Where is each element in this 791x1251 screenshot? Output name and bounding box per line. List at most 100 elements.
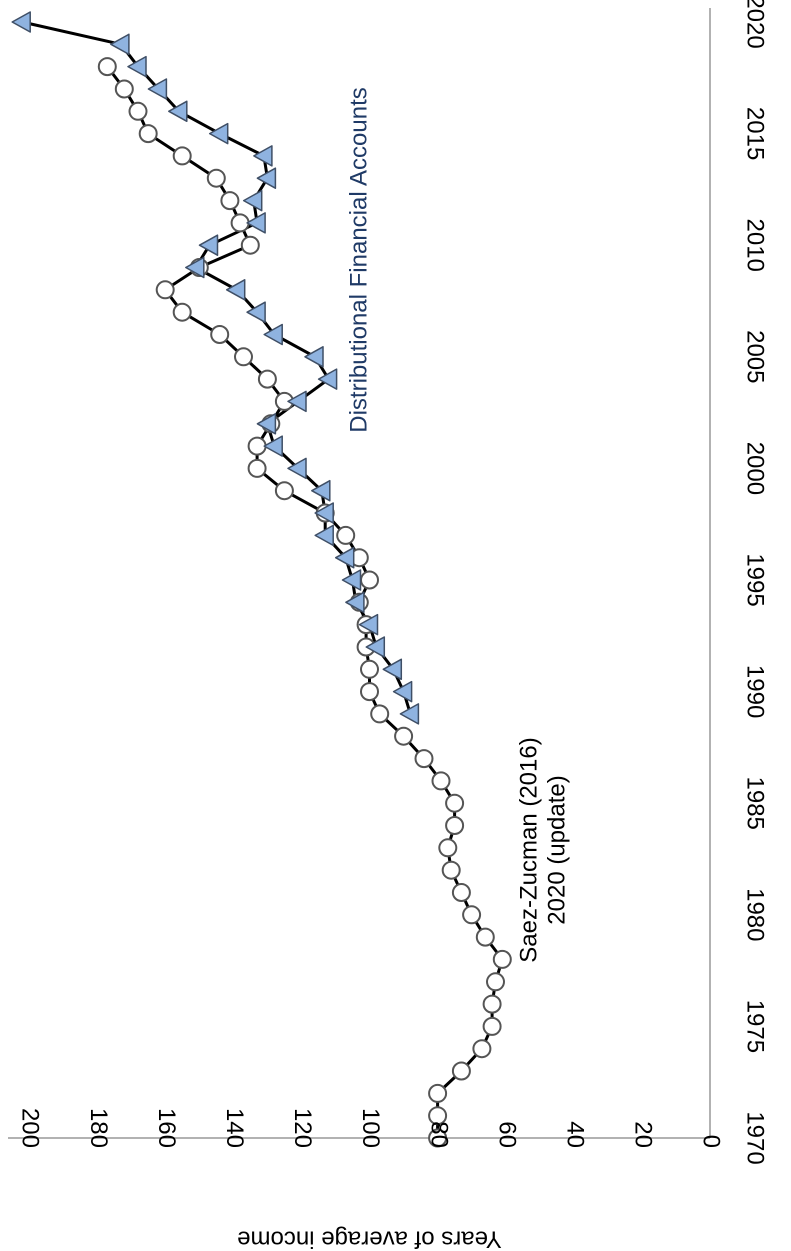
circle-point xyxy=(234,347,253,367)
circle-point xyxy=(445,793,465,813)
circle-point xyxy=(128,101,148,121)
value-tick-label: 20 xyxy=(630,1121,657,1148)
circle-point xyxy=(172,302,192,322)
circle-point xyxy=(97,57,117,77)
triangle-point xyxy=(382,658,403,681)
year-tick-label: 1975 xyxy=(742,1000,769,1053)
circle-point xyxy=(360,659,379,679)
circle-point xyxy=(172,146,192,166)
year-tick-label: 2015 xyxy=(742,107,769,160)
year-tick-label: 2000 xyxy=(742,442,769,495)
triangle-point xyxy=(358,613,379,636)
triangle-point xyxy=(392,680,413,703)
triangle-point xyxy=(253,145,273,167)
annotation-dfa: Distributional Financial Accounts xyxy=(345,87,372,433)
triangle-point xyxy=(185,256,205,279)
triangle-point xyxy=(127,55,147,78)
triangle-point xyxy=(263,435,283,457)
circle-point xyxy=(394,726,414,746)
year-tick-label: 1995 xyxy=(742,553,769,606)
circle-point xyxy=(414,749,434,769)
series-line-circle xyxy=(106,65,504,1138)
year-tick-label: 2020 xyxy=(742,0,769,49)
circle-point xyxy=(138,124,158,144)
circle-point xyxy=(370,704,390,724)
triangle-point xyxy=(334,546,355,569)
triangle-point xyxy=(345,591,365,614)
circle-point xyxy=(360,682,379,702)
value-tick-label: 200 xyxy=(17,1108,44,1148)
circle-point xyxy=(451,883,471,902)
triangle-point xyxy=(168,100,188,123)
value-tick-label: 100 xyxy=(357,1108,384,1148)
circle-point xyxy=(257,369,277,389)
axis-titles: Years of average income xyxy=(237,1226,502,1251)
triangle-point xyxy=(11,11,31,33)
circle-point xyxy=(274,481,294,501)
circle-point xyxy=(206,168,226,188)
value-tick-label: 80 xyxy=(425,1121,452,1148)
circle-point xyxy=(445,816,465,835)
circle-point xyxy=(438,838,458,858)
circle-point xyxy=(247,436,267,456)
circle-point xyxy=(431,771,451,791)
value-tick-label: 140 xyxy=(221,1108,248,1148)
value-tick-label: 120 xyxy=(289,1108,316,1148)
triangle-point xyxy=(314,502,334,524)
triangle-point xyxy=(314,524,334,547)
year-tick-label: 2005 xyxy=(742,330,769,383)
circle-point xyxy=(210,325,230,344)
value-tick-label: 180 xyxy=(85,1108,112,1148)
triangle-point xyxy=(341,569,362,591)
triangle-point xyxy=(246,301,266,323)
triangle-point xyxy=(256,167,277,189)
circle-point xyxy=(486,972,505,992)
value-tick-label: 160 xyxy=(153,1108,180,1148)
annotation-saez: Saez-Zucman (2016) xyxy=(515,737,542,962)
circle-point xyxy=(155,280,175,300)
year-tick-label: 1980 xyxy=(742,888,769,941)
value-tick-label: 60 xyxy=(493,1121,520,1148)
value-tick-label: 0 xyxy=(698,1135,725,1148)
triangle-point xyxy=(256,413,277,435)
circle-point xyxy=(441,860,461,880)
triangle-point xyxy=(365,636,386,658)
circle-point xyxy=(220,191,240,211)
year-tick-label: 1985 xyxy=(742,777,769,830)
circle-point xyxy=(451,1061,471,1081)
y-axis-title: Years of average income xyxy=(237,1226,502,1251)
triangle-point xyxy=(263,323,283,346)
circle-point xyxy=(428,1128,448,1148)
triangle-point xyxy=(399,703,420,725)
triangle-point xyxy=(246,212,266,234)
annotations: Saez-Zucman (2016) 2020 (update) Distribut… xyxy=(345,87,570,962)
triangle-point xyxy=(311,479,331,502)
year-tick-label: 2010 xyxy=(742,219,769,272)
value-tick-label: 40 xyxy=(561,1121,588,1148)
triangle-point xyxy=(242,189,263,212)
circle-point xyxy=(240,235,260,255)
circle-point xyxy=(472,1039,492,1059)
tick-labels: 0 20 40 60 80 100 120 140 160 180 200 1970 1975 1980 1… xyxy=(17,0,769,1165)
triangle-point xyxy=(147,78,168,100)
triangle-point xyxy=(317,368,338,390)
triangle-point xyxy=(287,457,307,480)
triangle-point xyxy=(110,33,130,56)
triangle-point xyxy=(287,390,307,413)
annotation-saez: 2020 (update) xyxy=(543,775,570,924)
triangle-point xyxy=(198,234,219,256)
circle-point xyxy=(114,79,134,99)
circle-point xyxy=(247,458,267,478)
triangle-point xyxy=(208,122,229,145)
circle-point xyxy=(492,949,512,969)
triangle-point xyxy=(225,279,246,301)
circle-point xyxy=(482,994,502,1014)
triangle-point xyxy=(304,346,324,368)
series-markers xyxy=(11,11,512,1148)
circle-point xyxy=(230,213,250,233)
circle-point xyxy=(336,525,356,545)
circle-point xyxy=(482,1016,502,1036)
circle-point xyxy=(475,927,495,947)
year-tick-label: 1970 xyxy=(742,1111,769,1164)
